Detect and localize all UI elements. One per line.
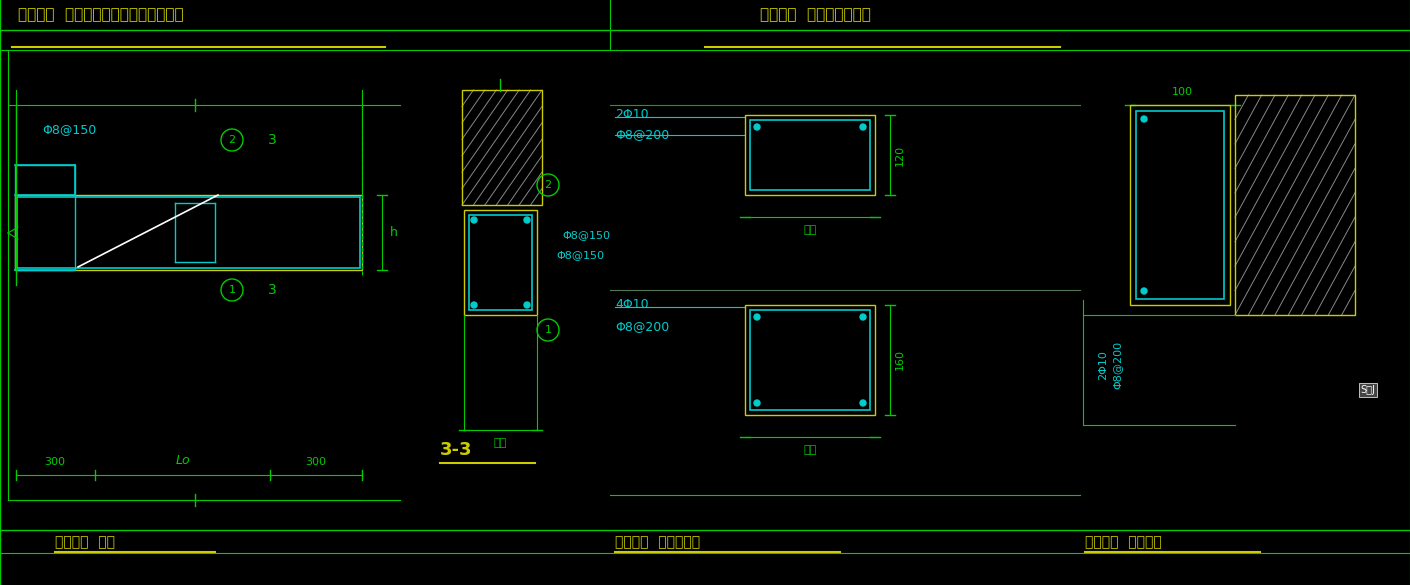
Text: 2: 2 (544, 180, 551, 190)
Bar (16, 165, 75, 270)
Circle shape (1141, 288, 1146, 294)
Bar (1129, 105, 1230, 305)
Text: 图二十五  洞口顶挂板处理: 图二十五 洞口顶挂板处理 (760, 8, 871, 22)
Text: 2: 2 (228, 135, 235, 145)
Bar (464, 210, 537, 315)
Text: 3: 3 (268, 283, 276, 297)
Circle shape (860, 314, 866, 320)
Text: Φ8@150: Φ8@150 (563, 230, 611, 240)
Text: Φ8@150: Φ8@150 (556, 250, 603, 260)
Circle shape (525, 217, 530, 223)
Text: S中J: S中J (1361, 385, 1375, 395)
Text: Φ8@200: Φ8@200 (615, 129, 670, 142)
Circle shape (860, 124, 866, 130)
Text: 墙厚: 墙厚 (804, 445, 816, 455)
Text: 120: 120 (895, 144, 905, 166)
Text: 墙厚: 墙厚 (804, 225, 816, 235)
Bar (470, 215, 532, 310)
Text: 2Φ10: 2Φ10 (1098, 350, 1108, 380)
Bar (16, 195, 362, 270)
Circle shape (860, 400, 866, 406)
Text: 300: 300 (306, 457, 327, 467)
Text: 图二十七  钉筋砂框: 图二十七 钉筋砂框 (1086, 535, 1162, 549)
Text: 4Φ10: 4Φ10 (615, 298, 649, 311)
Text: 2Φ10: 2Φ10 (615, 108, 649, 122)
Text: 图二十三  柱内预留现浇过梁、圈梁钉筋: 图二十三 柱内预留现浇过梁、圈梁钉筋 (18, 8, 183, 22)
Text: 墙宽: 墙宽 (493, 438, 506, 448)
Bar (744, 305, 876, 415)
Bar (17, 197, 360, 268)
Circle shape (754, 314, 760, 320)
Bar (744, 115, 876, 195)
Text: 图二十六  圈梁、压顶: 图二十六 圈梁、压顶 (615, 535, 701, 549)
Text: Φ8@150: Φ8@150 (42, 123, 96, 136)
Text: Φ8@200: Φ8@200 (615, 321, 670, 333)
Circle shape (754, 400, 760, 406)
Text: Lo: Lo (176, 454, 190, 467)
Text: 图二十四  过梁: 图二十四 过梁 (55, 535, 116, 549)
Text: h: h (391, 226, 398, 239)
Circle shape (1141, 116, 1146, 122)
Text: Φ8@200: Φ8@200 (1112, 341, 1122, 389)
Bar (750, 310, 870, 410)
Text: 3: 3 (268, 133, 276, 147)
Text: 3-3: 3-3 (440, 441, 472, 459)
Bar (1235, 95, 1355, 315)
Text: 160: 160 (895, 349, 905, 370)
Text: 1: 1 (228, 285, 235, 295)
Circle shape (754, 124, 760, 130)
Bar (750, 120, 870, 190)
Circle shape (525, 302, 530, 308)
Bar (1136, 111, 1224, 299)
Text: 100: 100 (1172, 87, 1193, 97)
Bar (462, 90, 541, 205)
Text: 300: 300 (45, 457, 65, 467)
Circle shape (471, 302, 477, 308)
Circle shape (471, 217, 477, 223)
Text: 1: 1 (544, 325, 551, 335)
